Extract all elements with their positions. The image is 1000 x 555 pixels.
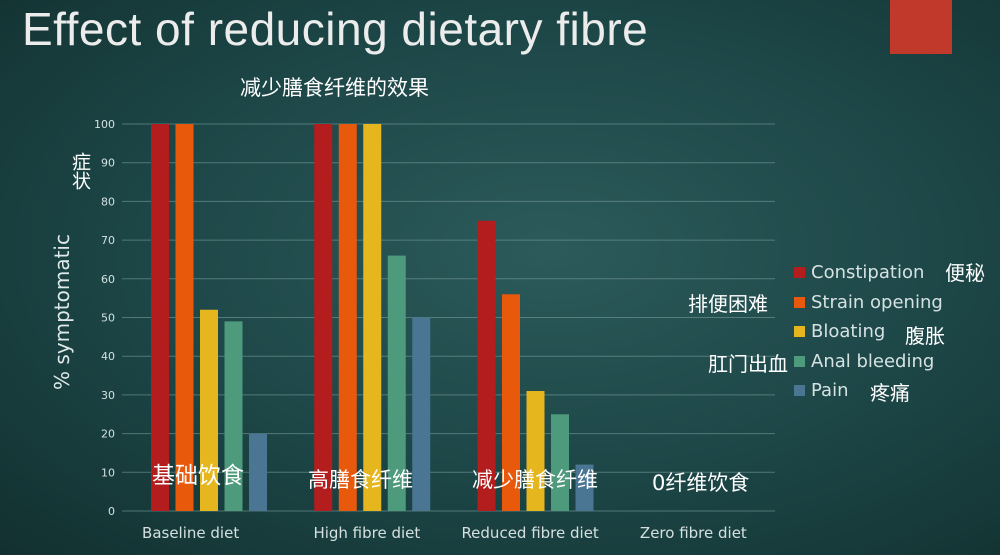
legend-item-strain-opening: Strain opening <box>794 288 943 318</box>
legend-item-anal-bleeding: Anal bleeding <box>794 347 943 377</box>
y-tick-label: 80 <box>101 195 115 208</box>
legend-swatch <box>794 267 805 279</box>
legend-label: Strain opening <box>811 291 943 313</box>
y-tick-label: 100 <box>94 118 115 131</box>
legend-swatch <box>794 355 805 367</box>
x-tick-label: Zero fibre diet <box>640 524 747 542</box>
x-tick-label: Reduced fibre diet <box>461 524 598 542</box>
category-annotation-cn: 减少膳食纤维 <box>472 468 598 492</box>
bar-strain-opening <box>338 124 357 511</box>
bar-bloating <box>363 124 382 511</box>
legend-label: Anal bleeding <box>811 350 935 372</box>
legend-annotation-cn: 疼痛 <box>870 381 910 405</box>
bar-bloating <box>200 309 218 511</box>
y-tick-label: 70 <box>101 234 115 247</box>
legend-annotation-cn: 便秘 <box>945 261 985 285</box>
bar-anal-bleeding <box>551 414 569 511</box>
y-tick-label: 30 <box>101 389 115 402</box>
bar-constipation <box>477 220 496 511</box>
legend-swatch <box>794 385 805 397</box>
category-annotation-cn: 高膳食纤维 <box>308 468 413 492</box>
bar-pain <box>412 317 431 511</box>
legend-label: Bloating <box>811 321 886 343</box>
legend-annotation-cn: 排便困难 <box>688 292 768 316</box>
slide-subtitle-cn: 减少膳食纤维的效果 <box>240 76 429 100</box>
y-tick-label: 20 <box>101 428 115 441</box>
y-tick-label: 90 <box>101 157 115 170</box>
category-annotation-cn: 0纤维饮食 <box>652 471 750 495</box>
legend-label: Constipation <box>811 262 925 284</box>
x-tick-label: High fibre diet <box>313 524 420 542</box>
bar-pain <box>249 433 267 511</box>
category-annotation-cn: 基础饮食 <box>152 463 244 489</box>
bar-strain-opening <box>502 294 520 511</box>
chart-legend: Constipation Strain opening Bloating Ana… <box>794 258 943 406</box>
bar-constipation <box>314 124 333 511</box>
bar-anal-bleeding <box>387 255 406 511</box>
legend-swatch <box>794 326 805 338</box>
y-tick-label: 0 <box>108 505 115 518</box>
bar-strain-opening <box>175 124 194 511</box>
bar-constipation <box>151 124 169 511</box>
accent-square <box>890 0 952 54</box>
y-tick-label: 50 <box>101 312 115 325</box>
legend-annotation-cn: 腹胀 <box>905 324 945 348</box>
legend-item-pain: Pain <box>794 376 943 406</box>
bar-anal-bleeding <box>224 321 243 511</box>
legend-item-constipation: Constipation <box>794 258 943 288</box>
bar-bloating <box>526 391 545 511</box>
y-tick-label: 60 <box>101 273 115 286</box>
legend-label: Pain <box>811 380 849 402</box>
y-axis-label-cn: 症状 <box>69 152 91 190</box>
y-tick-label: 10 <box>101 466 115 479</box>
y-tick-label: 40 <box>101 350 115 363</box>
legend-annotation-cn: 肛门出血 <box>708 352 788 376</box>
x-tick-label: Baseline diet <box>142 524 239 542</box>
legend-swatch <box>794 296 805 308</box>
slide-title: Effect of reducing dietary fibre <box>22 3 649 55</box>
legend-item-bloating: Bloating <box>794 317 943 347</box>
y-axis-label: % symptomatic <box>50 234 74 391</box>
bar-pain <box>575 464 594 511</box>
